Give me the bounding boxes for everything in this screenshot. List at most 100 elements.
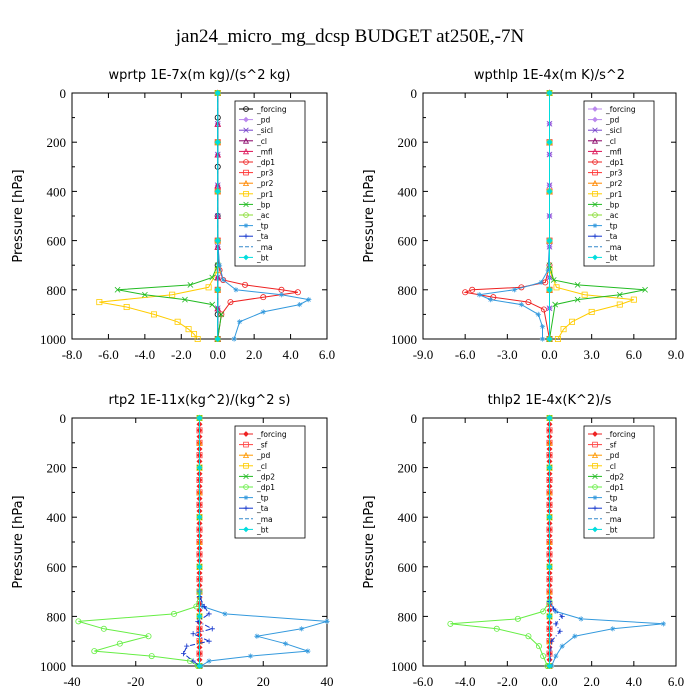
data-point — [247, 653, 254, 659]
legend-entry: _forcing — [605, 430, 636, 439]
legend-entry: _pr3 — [256, 169, 274, 178]
y-tick-label: 200 — [47, 135, 67, 150]
data-point — [227, 299, 234, 306]
data-point — [193, 603, 200, 610]
legend-entry: _dp1 — [256, 483, 275, 492]
data-point — [214, 237, 221, 244]
data-point — [260, 309, 266, 315]
legend-marker — [242, 451, 250, 459]
data-point — [190, 658, 196, 664]
y-axis-label: Pressure [hPa] — [11, 169, 26, 262]
legend-marker — [243, 505, 249, 511]
data-point — [539, 324, 546, 330]
data-point — [209, 301, 216, 308]
y-tick-label: 800 — [398, 609, 418, 624]
data-point — [546, 662, 553, 670]
x-tick-label: 20 — [257, 674, 270, 689]
data-point — [75, 618, 82, 625]
legend-entry: _sicl — [256, 126, 273, 135]
data-point — [546, 414, 553, 422]
data-point — [214, 335, 221, 343]
legend-entry: _cl — [256, 137, 267, 146]
y-tick-label: 200 — [47, 461, 67, 476]
data-point — [191, 331, 198, 338]
legend-entry: _bt — [256, 525, 269, 534]
series-line — [450, 418, 550, 667]
data-point — [546, 188, 553, 195]
legend-entry: _tp — [256, 222, 269, 231]
legend-entry: _bt — [605, 525, 618, 534]
legend-marker — [591, 451, 599, 459]
data-point — [116, 640, 123, 647]
y-tick-label: 0 — [411, 411, 418, 426]
legend-entry: _forcing — [605, 105, 636, 114]
series-tp — [476, 90, 553, 342]
data-point — [148, 653, 155, 660]
legend-marker — [592, 526, 598, 533]
data-point — [305, 648, 311, 654]
data-point — [572, 633, 578, 639]
data-point — [214, 139, 221, 146]
y-tick-label: 600 — [47, 234, 67, 249]
data-point — [538, 279, 544, 286]
x-tick-label: 2.0 — [246, 347, 262, 362]
legend-marker — [243, 495, 249, 500]
legend-marker — [591, 137, 599, 144]
data-point — [100, 625, 107, 632]
data-point — [236, 319, 243, 325]
legend-marker — [243, 201, 249, 208]
data-point — [469, 286, 476, 293]
panel-title: rtp2 1E-11x(kg^2)/(kg^2 s) — [109, 393, 291, 408]
x-tick-label: -4.0 — [135, 347, 156, 362]
data-point — [545, 267, 551, 273]
data-point — [518, 301, 524, 308]
legend-entry: _tp — [256, 494, 269, 503]
data-point — [220, 277, 226, 283]
series-dp1 — [462, 90, 553, 342]
figure-title: jan24_micro_mg_dcsp BUDGET at250E,-7N — [175, 26, 525, 47]
data-point — [462, 289, 469, 296]
data-point — [96, 299, 103, 306]
legend-marker — [243, 159, 249, 165]
data-point — [205, 284, 212, 291]
x-tick-label: 3.0 — [584, 347, 600, 362]
data-point — [145, 633, 152, 640]
panel-title: thlp2 1E-4x(K^2)/s — [488, 393, 612, 408]
legend-marker — [592, 116, 598, 123]
y-tick-label: 1000 — [40, 659, 66, 674]
data-point — [209, 274, 216, 281]
legend-marker — [592, 233, 598, 239]
data-point — [588, 308, 595, 315]
data-point — [196, 613, 203, 620]
data-point — [297, 301, 303, 308]
legend-marker — [591, 179, 599, 187]
series-pr1 — [96, 90, 221, 342]
legend-entry: _tp — [605, 494, 618, 503]
legend-entry: _tp — [605, 222, 618, 231]
x-tick-label: -3.0 — [497, 347, 518, 362]
legend-marker — [243, 441, 249, 448]
legend-marker — [243, 473, 249, 480]
data-point — [540, 608, 547, 615]
series-dp1 — [75, 414, 203, 670]
y-tick-label: 600 — [398, 234, 418, 249]
y-tick-label: 800 — [398, 283, 418, 298]
series-line — [78, 418, 200, 667]
data-point — [616, 301, 623, 308]
x-tick-label: 2.0 — [584, 674, 600, 689]
series-bt — [546, 414, 553, 670]
data-point — [559, 613, 565, 619]
data-point — [218, 311, 225, 318]
series-line — [549, 418, 563, 667]
legend-entry: _forcing — [256, 105, 287, 114]
data-point — [514, 615, 521, 622]
data-point — [206, 611, 212, 617]
y-tick-label: 1000 — [391, 659, 417, 674]
data-point — [214, 89, 221, 97]
legend-entry: _dp2 — [605, 472, 624, 481]
data-point — [91, 648, 98, 655]
data-point — [184, 643, 190, 649]
data-point — [209, 626, 215, 632]
y-axis-label: Pressure [hPa] — [11, 495, 26, 588]
legend-marker — [243, 526, 249, 533]
